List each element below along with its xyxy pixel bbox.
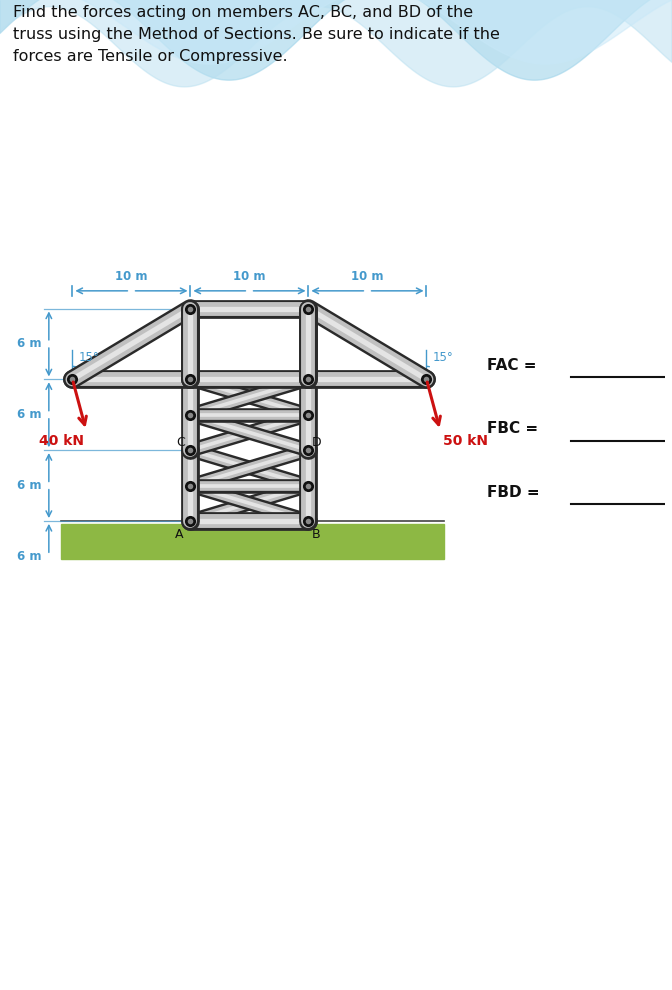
Text: 50 kN: 50 kN [443, 435, 488, 448]
Text: FAC =: FAC = [487, 357, 537, 373]
Text: 15°: 15° [433, 351, 454, 364]
Text: D: D [312, 436, 322, 449]
Text: 40 kN: 40 kN [39, 435, 84, 448]
Text: FBD =: FBD = [487, 484, 540, 500]
Text: 6 m: 6 m [17, 549, 42, 563]
Text: C: C [176, 436, 185, 449]
Text: 15°: 15° [79, 351, 99, 364]
Text: 10 m: 10 m [233, 269, 265, 282]
Bar [60, 525, 444, 558]
Text: 10 m: 10 m [351, 269, 384, 282]
Text: FBC =: FBC = [487, 421, 538, 437]
Text: 6 m: 6 m [17, 338, 42, 350]
Text: Find the forces acting on members AC, BC, and BD of the
truss using the Method o: Find the forces acting on members AC, BC… [13, 5, 501, 63]
Text: B: B [312, 528, 321, 542]
Text: 6 m: 6 m [17, 479, 42, 492]
Text: 6 m: 6 m [17, 408, 42, 422]
Text: 10 m: 10 m [115, 269, 148, 282]
Text: A: A [175, 528, 183, 542]
